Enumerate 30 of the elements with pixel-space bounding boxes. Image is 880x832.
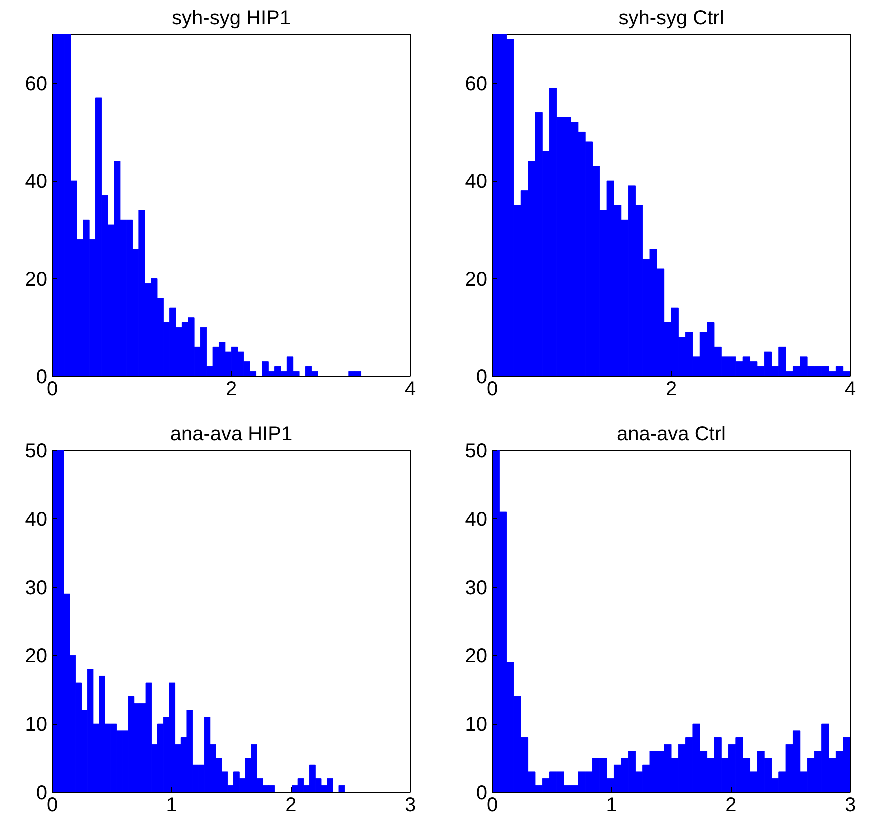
- x-tick-label: 2: [726, 794, 737, 816]
- chart-title: syh-syg Ctrl: [618, 8, 724, 30]
- y-tick-label: 30: [25, 577, 48, 600]
- y-tick-label: 40: [25, 171, 48, 194]
- y-tick-label: 60: [25, 73, 48, 96]
- y-tick-label: 10: [25, 714, 48, 736]
- x-tick-label: 3: [404, 794, 416, 816]
- x-tick-label: 4: [844, 378, 856, 400]
- x-tick-label: 2: [666, 378, 678, 400]
- x-tick-label: 4: [404, 378, 416, 400]
- x-tick-label: 3: [844, 794, 856, 816]
- y-tick-label: 60: [465, 73, 488, 96]
- x-tick-label: 1: [606, 794, 618, 816]
- x-tick-label: 1: [166, 794, 178, 816]
- y-tick-label: 20: [465, 646, 488, 668]
- chart-title: ana-ava Ctrl: [617, 424, 726, 446]
- y-tick-label: 30: [465, 577, 488, 600]
- x-tick-label: 2: [286, 794, 297, 816]
- y-tick-label: 20: [25, 646, 48, 668]
- y-tick-label: 50: [465, 440, 488, 462]
- y-tick-label: 50: [25, 440, 48, 462]
- chart-title: ana-ava HIP1: [170, 424, 293, 446]
- chart-title: syh-syg HIP1: [172, 8, 291, 30]
- y-tick-label: 10: [465, 714, 488, 736]
- y-tick-label: 40: [465, 508, 488, 531]
- y-tick-label: 40: [465, 171, 488, 194]
- y-tick-label: 20: [465, 268, 488, 291]
- x-tick-label: 2: [226, 378, 238, 400]
- y-tick-label: 20: [25, 268, 48, 291]
- y-tick-label: 40: [25, 508, 48, 531]
